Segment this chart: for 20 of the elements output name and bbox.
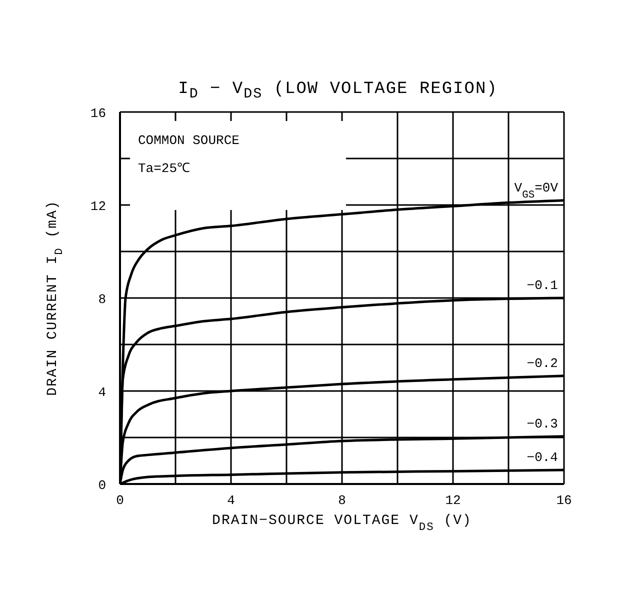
x-tick-label: 12 <box>445 493 461 508</box>
x-tick-label: 8 <box>338 493 346 508</box>
annotation: Ta=25℃ <box>138 160 192 176</box>
y-tick-label: 8 <box>98 292 106 307</box>
y-tick-label: 16 <box>90 106 106 121</box>
y-tick-label: 12 <box>90 199 106 214</box>
x-tick-label: 4 <box>227 493 236 508</box>
x-tick-label: 0 <box>116 493 124 508</box>
y-tick-label: 0 <box>98 478 106 493</box>
series-label: −0.3 <box>526 416 558 432</box>
annotation: COMMON SOURCE <box>138 133 240 148</box>
y-tick-label: 4 <box>98 385 106 400</box>
chart-title: I$_{D}$ − V$_{DS}$ (LOW VOLTAGE REGION) <box>177 80 499 102</box>
series-label: −0.2 <box>526 356 558 371</box>
note-box: COMMON SOURCE Ta=25℃ <box>130 121 346 210</box>
x-tick-label: 16 <box>556 493 572 508</box>
series-label: V$_{GS}$=0V <box>514 180 558 202</box>
series-label: −0.1 <box>526 278 558 293</box>
x-axis-title: DRAIN−SOURCE VOLTAGE V$_{DS}$ (V) <box>212 513 472 534</box>
series-label: −0.4 <box>526 450 558 466</box>
